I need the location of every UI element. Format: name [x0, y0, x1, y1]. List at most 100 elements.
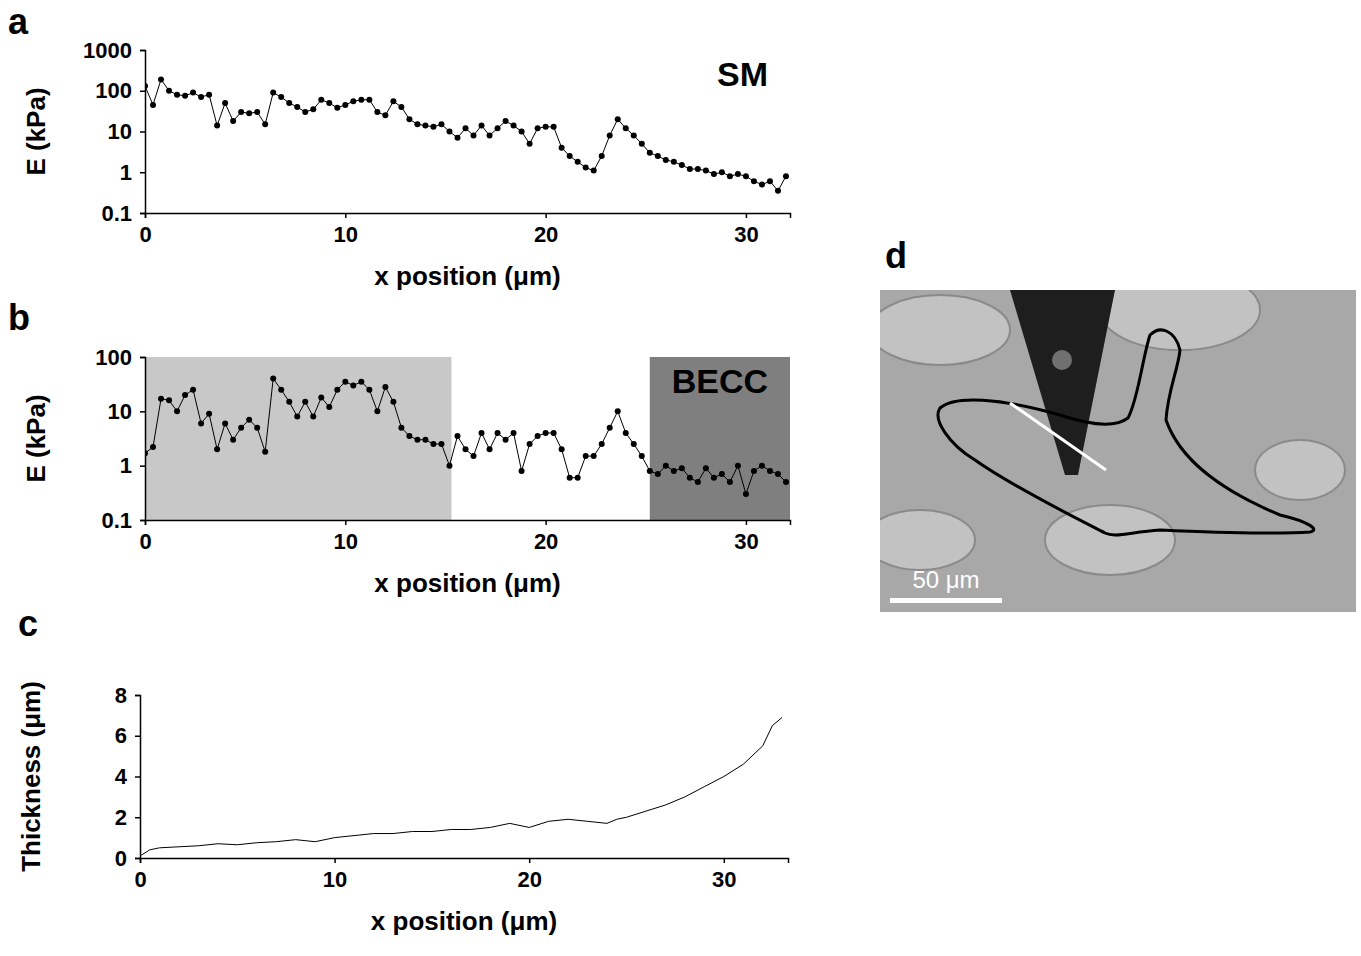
- data-point: [462, 446, 468, 452]
- data-point: [446, 129, 452, 135]
- tick: 10: [108, 119, 145, 144]
- shaded-region: [650, 357, 790, 520]
- plot-area: [140, 717, 782, 856]
- data-point: [783, 173, 789, 179]
- data-point: [182, 93, 188, 99]
- data-point: [254, 425, 260, 431]
- data-point: [543, 124, 549, 130]
- tick-mark: [140, 172, 145, 174]
- data-point: [503, 437, 509, 443]
- data-point: [150, 102, 156, 108]
- data-point: [495, 430, 501, 436]
- data-point: [591, 168, 597, 174]
- data-point: [422, 437, 428, 443]
- data-point: [174, 408, 180, 414]
- data-point: [198, 94, 204, 100]
- y-axis: 0.11101001000: [83, 38, 145, 226]
- tick-mark: [724, 858, 726, 863]
- tick: 6: [115, 723, 140, 748]
- tick-mark: [345, 213, 347, 218]
- tick: 1: [120, 160, 145, 185]
- tick-mark: [135, 736, 140, 738]
- scale-bar: [890, 598, 1002, 603]
- data-point: [631, 132, 637, 138]
- data-point: [406, 116, 412, 122]
- annotation: SM: [717, 55, 768, 93]
- data-point: [559, 145, 565, 151]
- data-point: [454, 135, 460, 141]
- data-point: [358, 97, 364, 103]
- y-axis: 0.1110100: [95, 345, 145, 533]
- y-axis-title: E (kPa): [21, 87, 51, 175]
- tick-label: 1000: [83, 38, 132, 63]
- tick-label: 20: [534, 222, 558, 247]
- tick: 0: [139, 520, 151, 554]
- tick-label: 10: [334, 529, 358, 554]
- scale-bar-label: 50 μm: [912, 566, 979, 593]
- data-point: [454, 433, 460, 439]
- data-point: [438, 441, 444, 447]
- annotation: BECC: [672, 362, 768, 400]
- data-point: [719, 169, 725, 175]
- tick-mark: [140, 131, 145, 133]
- tick: 0: [139, 213, 151, 247]
- data-point: [398, 104, 404, 110]
- data-point: [687, 475, 693, 481]
- data-point: [679, 465, 685, 471]
- x-axis-title: x position (μm): [374, 568, 560, 598]
- data-point: [238, 109, 244, 115]
- tick-label: 10: [108, 399, 132, 424]
- panel-letter: a: [8, 1, 29, 42]
- data-point: [286, 100, 292, 106]
- tick-mark: [140, 411, 145, 413]
- tick-label: 4: [115, 764, 128, 789]
- y-axis: 02468: [115, 683, 141, 871]
- data-point: [575, 159, 581, 165]
- data-point: [711, 171, 717, 177]
- data-point: [158, 76, 164, 82]
- micrograph: 50 μm: [865, 270, 1356, 612]
- data-point: [487, 446, 493, 452]
- tick-label: 1: [120, 453, 132, 478]
- data-point: [254, 109, 260, 115]
- data-point: [743, 173, 749, 179]
- data-point: [270, 376, 276, 382]
- data-point: [262, 121, 268, 127]
- tick: 30: [734, 213, 758, 247]
- data-point: [783, 479, 789, 485]
- panel: 010203002468x position (μm)Thickness (μm…: [16, 681, 789, 936]
- tick: 1: [120, 453, 145, 478]
- tick-mark: [529, 858, 531, 863]
- plot-area: [145, 76, 789, 193]
- data-point: [286, 399, 292, 405]
- data-point: [543, 430, 549, 436]
- data-point: [607, 425, 613, 431]
- data-point: [599, 153, 605, 159]
- data-point: [358, 379, 364, 385]
- data-point: [551, 124, 557, 130]
- plot-area: [145, 357, 790, 520]
- data-point: [318, 394, 324, 400]
- data-point: [615, 408, 621, 414]
- axis-line: [140, 358, 146, 521]
- data-point: [214, 123, 220, 129]
- tick-mark: [746, 213, 748, 218]
- cell-shape: [1255, 440, 1345, 500]
- cell-shape: [880, 295, 1010, 365]
- data-point: [519, 129, 525, 135]
- tick-mark: [135, 858, 140, 860]
- data-point: [527, 441, 533, 447]
- data-point: [342, 102, 348, 108]
- data-point: [599, 441, 605, 447]
- data-point: [735, 171, 741, 177]
- data-point: [334, 387, 340, 393]
- cell-shape: [1045, 505, 1175, 575]
- tick: 0: [115, 846, 140, 871]
- data-point: [727, 479, 733, 485]
- data-point: [206, 92, 212, 98]
- tick-label: 2: [115, 805, 127, 830]
- data-point: [390, 98, 396, 104]
- data-line: [140, 717, 782, 856]
- x-axis: 0102030: [139, 520, 790, 554]
- tick: 1000: [83, 38, 145, 63]
